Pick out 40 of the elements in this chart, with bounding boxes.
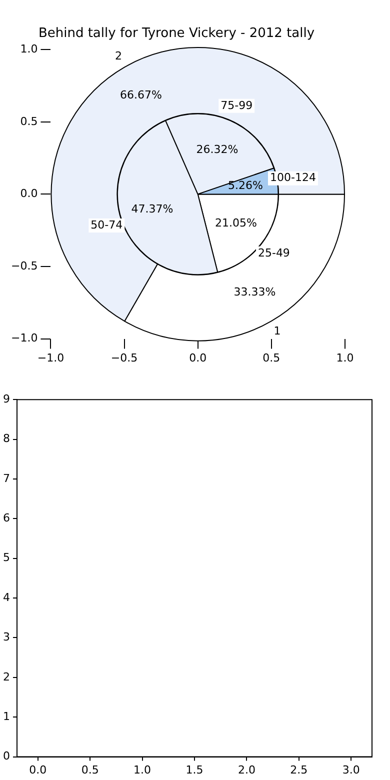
y-tick-label: 3 [3,630,10,644]
slice-label: 100-124 [270,171,316,184]
slice-label: 50-74 [90,218,123,232]
slice-label: 1 [274,324,281,338]
x-tick-label: 1.5 [186,763,204,776]
y-tick-label: 6 [3,512,10,525]
data-label: 33.33% [234,285,276,298]
slice-label: 25-49 [258,246,290,260]
x-tick-label: 1.0 [336,351,354,364]
data-label: 26.32% [196,142,238,156]
data-label: 66.67% [120,88,162,102]
x-tick-label: 0.5 [81,763,99,776]
y-tick-label: 1 [3,710,10,723]
x-tick-label: 3.0 [342,763,360,776]
x-tick-label: 2.5 [290,763,308,776]
y-tick-label: 0.5 [20,114,38,128]
x-tick-label: −1.0 [37,351,64,364]
x-tick-label: 0.0 [189,351,207,364]
x-tick-label: 1.0 [134,763,152,776]
y-tick-label: 0 [3,750,10,763]
x-tick-label: 0.0 [29,763,47,776]
data-label: 47.37% [131,202,174,216]
y-tick-label: 0.0 [20,187,38,200]
y-tick-label: 9 [3,392,10,406]
y-tick-label: 1.0 [20,42,38,56]
data-label: 5.26% [228,179,263,192]
chart-title: Behind tally for Tyrone Vickery - 2012 tally [38,26,315,42]
y-tick-label: 2 [3,670,10,684]
y-tick-label: 5 [3,551,10,564]
slice-label: 2 [115,50,122,63]
y-tick-label: 7 [3,472,10,485]
slice-label: 75-99 [220,98,253,112]
y-tick-label: 8 [3,432,10,446]
x-tick-label: 0.5 [262,351,280,364]
y-tick-label: 4 [3,590,10,604]
y-tick-label: −0.5 [10,259,38,272]
x-tick-label: −0.5 [110,351,138,364]
data-label: 21.05% [214,216,257,230]
y-tick-label: −1.0 [10,332,38,345]
x-tick-label: 2.0 [238,763,256,776]
